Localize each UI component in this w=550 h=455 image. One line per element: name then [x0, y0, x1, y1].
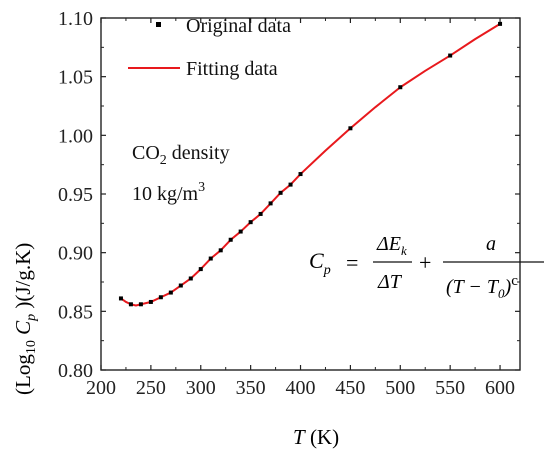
- original-data-point: [168, 290, 173, 295]
- original-data-point: [348, 126, 353, 131]
- annotation-density: density: [167, 142, 230, 164]
- original-data-point: [158, 295, 163, 300]
- formula-den1: ΔT: [377, 271, 403, 293]
- original-data-point: [148, 299, 153, 304]
- original-data-point: [498, 21, 503, 26]
- annotation-line-1: CO2 density: [132, 142, 230, 168]
- y-axis-ticks: 0.80 0.85 0.90 0.95 1.00 1.05 1.10: [58, 8, 520, 382]
- original-data-point: [218, 248, 223, 253]
- original-data-point: [178, 283, 183, 288]
- annotation-value: 10 kg/m: [132, 183, 199, 205]
- annotation-line-2: 10 kg/m3: [132, 180, 205, 205]
- formula-den2: (T − T0)c: [446, 273, 518, 301]
- y-tick-label: 0.85: [58, 301, 93, 323]
- x-tick-label: 350: [236, 377, 266, 399]
- original-data-point: [118, 296, 123, 301]
- fitting-data-line: [120, 23, 501, 307]
- x-tick-label: 600: [485, 377, 515, 399]
- y-tick-label: 1.10: [58, 8, 93, 30]
- original-data-point: [258, 211, 263, 216]
- formula-equals: =: [346, 250, 358, 275]
- formula-lhs: Cp: [309, 248, 331, 278]
- original-data-point: [398, 85, 403, 90]
- legend: Original data Fitting data: [128, 15, 291, 80]
- original-data-point: [248, 220, 253, 225]
- legend-marker-original: [156, 22, 161, 27]
- y-tick-label: 0.95: [58, 184, 93, 206]
- original-data-point: [128, 302, 133, 307]
- y-tick-label: 1.05: [58, 67, 93, 89]
- original-data-point: [268, 201, 273, 206]
- original-data-point: [298, 172, 303, 177]
- y-tick-label: 0.90: [58, 243, 93, 265]
- formula-num1: ΔEk: [376, 233, 407, 258]
- original-data-point: [188, 276, 193, 281]
- x-tick-label: 400: [286, 377, 316, 399]
- original-data-point: [288, 182, 293, 187]
- x-tick-label: 500: [385, 377, 415, 399]
- annotation-exp: 3: [198, 180, 205, 195]
- x-tick-label: 450: [335, 377, 365, 399]
- original-data-point: [278, 190, 283, 195]
- x-tick-label: 300: [186, 377, 216, 399]
- annotation-co-sub: 2: [160, 153, 167, 168]
- y-axis-title: (Log10 Cp )(J/g.K): [11, 243, 39, 395]
- original-data-point: [228, 237, 233, 242]
- annotation-co: CO: [132, 142, 160, 164]
- x-tick-label: 550: [435, 377, 465, 399]
- original-data-point: [448, 53, 453, 58]
- y-tick-label: 0.80: [58, 360, 93, 382]
- legend-label-fitting: Fitting data: [186, 58, 278, 80]
- series-layer: [118, 21, 503, 307]
- y-tick-label: 1.00: [58, 125, 93, 147]
- original-data-point: [198, 267, 203, 272]
- x-axis-title: T (K): [293, 425, 339, 449]
- legend-label-original: Original data: [186, 15, 291, 37]
- original-data-point: [208, 256, 213, 261]
- x-axis-ticks: 200 250 300 350 400 450 500 550 600: [86, 18, 515, 399]
- formula-plus: +: [419, 250, 431, 275]
- formula: Cp = ΔEk ΔT + a (T − T0)c: [309, 233, 544, 301]
- formula-num2: a: [486, 233, 496, 255]
- x-tick-label: 250: [136, 377, 166, 399]
- x-tick-label: 200: [86, 377, 116, 399]
- original-data-point: [238, 229, 243, 234]
- original-data-point: [138, 302, 143, 307]
